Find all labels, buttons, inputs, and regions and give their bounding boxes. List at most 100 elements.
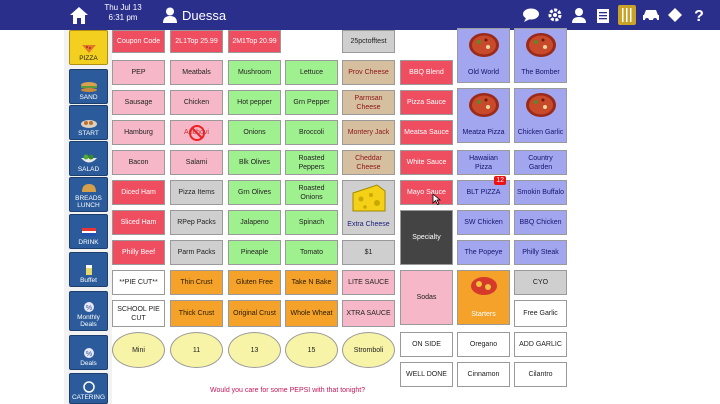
- oregano-button[interactable]: Oregano: [457, 332, 510, 357]
- pizza-blt[interactable]: BLT PIZZA 12: [457, 176, 510, 205]
- pizza-sw-chicken[interactable]: SW Chicken: [457, 210, 510, 235]
- topping-rpep-packs[interactable]: RPep Packs: [170, 210, 223, 235]
- topping-bacon[interactable]: Bacon: [112, 150, 165, 175]
- topping-chicken[interactable]: Chicken: [170, 90, 223, 115]
- free-garlic-button[interactable]: Free Garlic: [514, 300, 567, 327]
- pizza-bbq-chicken[interactable]: BBQ Chicken: [514, 210, 567, 235]
- topping-montery-jack[interactable]: Montery Jack: [342, 120, 395, 145]
- topping-spinach[interactable]: Spinach: [285, 210, 338, 235]
- pie-cut-button[interactable]: **PIE CUT**: [112, 270, 165, 295]
- whole-wheat-button[interactable]: Whole Wheat: [285, 300, 338, 327]
- topping-blk-olives[interactable]: Blk Olives: [228, 150, 281, 175]
- topping-extra-cheese[interactable]: Extra Cheese: [342, 180, 395, 235]
- coupon-code-button[interactable]: Coupon Code: [112, 30, 165, 53]
- sauce-meatsa-sauce[interactable]: Meatsa Sauce: [400, 120, 453, 145]
- sodas-button[interactable]: Sodas: [400, 270, 453, 325]
- topping-sausage[interactable]: Sausage: [112, 90, 165, 115]
- pizza-hawaiian[interactable]: Hawaiian Pizza: [457, 150, 510, 175]
- topping-anchovi[interactable]: Anchovi: [170, 120, 223, 145]
- sauce-mayo-sauce[interactable]: Mayo Sauce: [400, 180, 453, 205]
- help-button[interactable]: ?: [690, 5, 708, 25]
- coupon-25pct-button[interactable]: 25pctofftest: [342, 30, 395, 53]
- topping-roasted-peppers[interactable]: Roasted Peppers: [285, 150, 338, 175]
- size-13[interactable]: 13: [228, 332, 281, 368]
- pizza-smokin-buffalo[interactable]: Smokin Buffalo: [514, 180, 567, 205]
- settings-button[interactable]: [546, 5, 564, 25]
- user-profile-button[interactable]: [570, 5, 588, 25]
- lite-sauce-button[interactable]: LITE SAUCE: [342, 270, 395, 295]
- topping-salami[interactable]: Salami: [170, 150, 223, 175]
- xtra-sauce-button[interactable]: XTRA SAUCE: [342, 300, 395, 327]
- topping-philly-beef[interactable]: Philly Beef: [112, 240, 165, 265]
- topping-parmsan-cheese[interactable]: Parmsan Cheese: [342, 90, 395, 115]
- category-catering[interactable]: CATERING: [69, 373, 108, 404]
- category-sand[interactable]: SAND: [69, 69, 108, 104]
- topping-grn-olives[interactable]: Grn Olives: [228, 180, 281, 205]
- pizza-the-bomber[interactable]: The Bomber: [514, 28, 567, 83]
- topping-cheddar-cheese[interactable]: Cheddar Cheese: [342, 150, 395, 175]
- menu-button[interactable]: [618, 5, 636, 25]
- starters-button[interactable]: Starters: [457, 270, 510, 325]
- topping-pep[interactable]: PEP: [112, 60, 165, 85]
- pizza-old-world[interactable]: Old World: [457, 28, 510, 83]
- pizza-country-garden[interactable]: Country Garden: [514, 150, 567, 175]
- size-mini[interactable]: Mini: [112, 332, 165, 368]
- topping-roasted-onions[interactable]: Roasted Onions: [285, 180, 338, 205]
- coupon-2m1top-button[interactable]: 2M1Top 20.99: [228, 30, 281, 53]
- pizza-meatza[interactable]: Meatza Pizza: [457, 88, 510, 143]
- topping-sliced-ham[interactable]: Sliced Ham: [112, 210, 165, 235]
- cinnamon-button[interactable]: Cinnamon: [457, 362, 510, 387]
- school-pie-cut-button[interactable]: SCHOOL PIE CUT: [112, 300, 165, 327]
- topping-parm-packs[interactable]: Parm Packs: [170, 240, 223, 265]
- coupon-2l1top-button[interactable]: 2L1Top 25.99: [170, 30, 223, 53]
- topping-mushroom[interactable]: Mushroom: [228, 60, 281, 85]
- topping-lettuce[interactable]: Lettuce: [285, 60, 338, 85]
- topping-pineaple[interactable]: Pineaple: [228, 240, 281, 265]
- category-deals[interactable]: % Deals: [69, 335, 108, 370]
- topping-jalapeno[interactable]: Jalapeno: [228, 210, 281, 235]
- sauce-white-sauce[interactable]: White Sauce: [400, 150, 453, 175]
- take-n-bake-button[interactable]: Take N Bake: [285, 270, 338, 295]
- home-button[interactable]: [68, 4, 90, 26]
- pizza-the-popeye[interactable]: The Popeye: [457, 240, 510, 265]
- specialty-button[interactable]: Specialty: [400, 210, 453, 265]
- topping-diced-ham[interactable]: Diced Ham: [112, 180, 165, 205]
- cilantro-button[interactable]: Cilantro: [514, 362, 567, 387]
- category-start[interactable]: START: [69, 105, 108, 140]
- topping-onions[interactable]: Onions: [228, 120, 281, 145]
- category-breads-lunch[interactable]: BREADS LUNCH: [69, 177, 108, 212]
- well-done-button[interactable]: WELL DONE: [400, 362, 453, 387]
- topping-pizza-items[interactable]: Pizza Items: [170, 180, 223, 205]
- sauce-bbq-blend[interactable]: BBQ Blend: [400, 60, 453, 85]
- topping-grn-pepper[interactable]: Grn Pepper: [285, 90, 338, 115]
- user-info[interactable]: Duessa: [163, 6, 226, 24]
- category-drink[interactable]: DRINK: [69, 214, 108, 249]
- add-garlic-button[interactable]: ADD GARLIC: [514, 332, 567, 357]
- topping-hamburg[interactable]: Hamburg: [112, 120, 165, 145]
- size-15[interactable]: 15: [285, 332, 338, 368]
- size-stromboli[interactable]: Stromboli: [342, 332, 395, 368]
- gluten-free-button[interactable]: Gluten Free: [228, 270, 281, 295]
- category-pizza[interactable]: PIZZA: [69, 30, 108, 65]
- extra-dollar-button[interactable]: $1: [342, 240, 395, 265]
- dispatch-button[interactable]: [666, 5, 684, 25]
- topping-broccoli[interactable]: Broccoli: [285, 120, 338, 145]
- sauce-pizza-sauce[interactable]: Pizza Sauce: [400, 90, 453, 115]
- topping-meatbals[interactable]: Meatbals: [170, 60, 223, 85]
- topping-hot-pepper[interactable]: Hot pepper: [228, 90, 281, 115]
- category-buffet[interactable]: Buffet: [69, 252, 108, 287]
- category-salad[interactable]: SALAD: [69, 141, 108, 176]
- size-11[interactable]: 11: [170, 332, 223, 368]
- delivery-button[interactable]: [642, 5, 660, 25]
- pizza-philly-steak[interactable]: Philly Steak: [514, 240, 567, 265]
- topping-tomato[interactable]: Tomato: [285, 240, 338, 265]
- category-monthly-deals[interactable]: % Monthly Deals: [69, 291, 108, 331]
- orders-button[interactable]: [594, 5, 612, 25]
- pizza-chicken-garlic[interactable]: Chicken Garlic: [514, 88, 567, 143]
- cyo-button[interactable]: CYO: [514, 270, 567, 295]
- original-crust-button[interactable]: Original Crust: [228, 300, 281, 327]
- thick-crust-button[interactable]: Thick Crust: [170, 300, 223, 327]
- topping-prov-cheese[interactable]: Prov Cheese: [342, 60, 395, 85]
- thin-crust-button[interactable]: Thin Crust: [170, 270, 223, 295]
- on-side-button[interactable]: ON SIDE: [400, 332, 453, 357]
